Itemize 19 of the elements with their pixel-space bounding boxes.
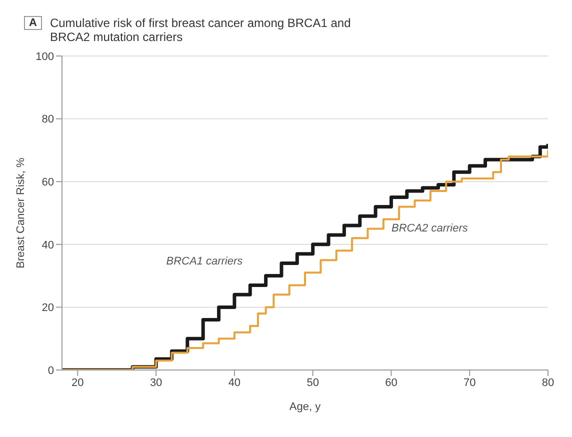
x-tick-label: 70 [463, 376, 476, 389]
y-axis-title: Breast Cancer Risk, % [14, 157, 27, 268]
y-tick-label: 100 [36, 50, 54, 63]
y-tick-label: 60 [42, 176, 54, 189]
series-label: BRCA1 carriers [166, 256, 244, 268]
x-tick-label: 50 [306, 376, 319, 389]
chart-title: Cumulative risk of first breast cancer among BRCA1 and BRCA2 mutation carriers [50, 16, 352, 44]
x-axis-title: Age, y [289, 401, 322, 413]
x-tick-label: 80 [542, 376, 554, 389]
y-tick-label: 20 [42, 302, 54, 314]
text: A [24, 16, 42, 30]
series-label: BRCA2 carriers [392, 222, 468, 235]
y-tick-label: 0 [48, 364, 54, 377]
x-tick-label: 60 [385, 376, 398, 389]
x-tick-label: 30 [150, 376, 162, 389]
x-tick-label: 40 [228, 376, 241, 389]
y-tick-label: 80 [42, 114, 54, 126]
y-tick-label: 40 [42, 239, 54, 252]
x-tick-label: 20 [72, 376, 84, 389]
